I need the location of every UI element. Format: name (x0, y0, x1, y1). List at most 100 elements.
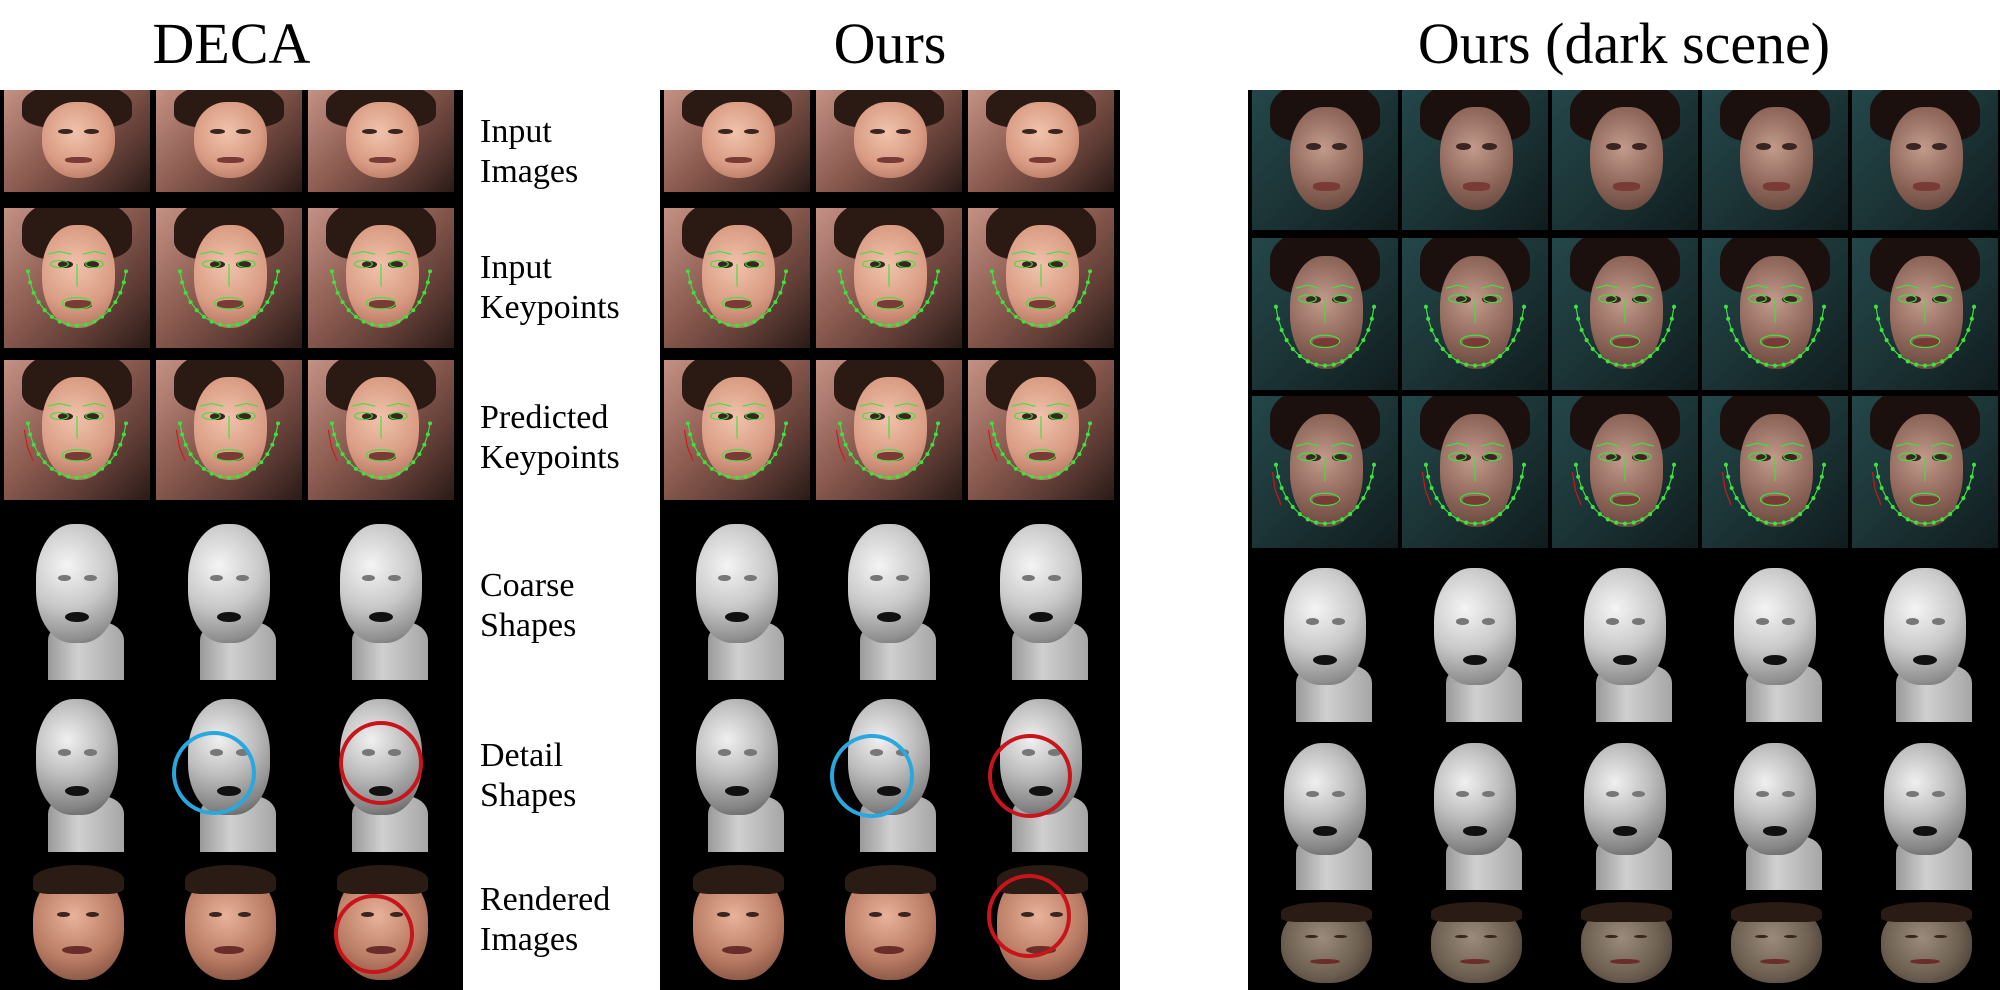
keypoints-overlay (987, 402, 1093, 480)
coarse-shape-render (308, 510, 454, 680)
predicted-keypoints-image (4, 360, 150, 500)
input-keypoints-image (1702, 238, 1848, 390)
rendered-image (1402, 898, 1548, 990)
detail-shape-render (1852, 730, 1998, 890)
keypoints-overlay (1873, 284, 1977, 368)
rendered-image (664, 860, 810, 990)
predicted-keypoints-image (1552, 396, 1698, 548)
keypoints-overlay (1423, 284, 1527, 368)
detail-shape-render (664, 686, 810, 852)
row-label-detail-shapes: Detail Shapes (480, 737, 577, 814)
keypoints-overlay (327, 402, 433, 480)
highlight-circle-blue (172, 731, 256, 815)
input-keypoints-image (968, 208, 1114, 348)
input-image (1402, 90, 1548, 230)
rendered-image (1702, 898, 1848, 990)
keypoints-overlay (1273, 284, 1377, 368)
detail-shape-render (1402, 730, 1548, 890)
ours-image-grid (660, 90, 1120, 990)
predicted-keypoints-image (1702, 396, 1848, 548)
input-keypoints-image (816, 208, 962, 348)
input-keypoints-image (664, 208, 810, 348)
highlight-circle-red (339, 721, 423, 805)
detail-shape-render (4, 686, 150, 852)
keypoints-overlay (835, 402, 941, 480)
ours-column-title: Ours (833, 11, 947, 76)
input-image (968, 90, 1114, 192)
keypoints-overlay (1573, 284, 1677, 368)
coarse-shape-render (816, 510, 962, 680)
coarse-shape-render (4, 510, 150, 680)
keypoints-overlay (1571, 442, 1677, 526)
highlight-circle-red (334, 894, 414, 974)
ours-dark-scene-image-grid (1248, 90, 2000, 990)
predicted-keypoints-image (1402, 396, 1548, 548)
coarse-shape-render (1852, 555, 1998, 722)
keypoints-overlay (1271, 442, 1377, 526)
rendered-image (1852, 898, 1998, 990)
predicted-keypoints-image (308, 360, 454, 500)
keypoints-overlay (989, 250, 1093, 328)
coarse-shape-render (1402, 555, 1548, 722)
input-keypoints-image (1252, 238, 1398, 390)
row-label-coarse-shapes: Coarse Shapes (480, 567, 577, 644)
row-label-predicted-keypoints: Predicted Keypoints (480, 399, 620, 476)
rendered-image (156, 860, 302, 990)
keypoints-overlay (25, 250, 129, 328)
detail-shape-render (1252, 730, 1398, 890)
input-image (4, 90, 150, 192)
keypoints-overlay (1723, 284, 1827, 368)
predicted-keypoints-image (816, 360, 962, 500)
coarse-shape-render (156, 510, 302, 680)
row-label-rendered-images: Rendered Images (480, 881, 611, 958)
input-image (1252, 90, 1398, 230)
predicted-keypoints-image (1852, 396, 1998, 548)
ours-dark-scene-column-title: Ours (dark scene) (1417, 11, 1831, 76)
predicted-keypoints-image (156, 360, 302, 500)
keypoints-overlay (683, 402, 789, 480)
keypoints-overlay (175, 402, 281, 480)
predicted-keypoints-image (664, 360, 810, 500)
input-keypoints-image (1852, 238, 1998, 390)
predicted-keypoints-image (968, 360, 1114, 500)
rendered-image (1552, 898, 1698, 990)
input-keypoints-image (1402, 238, 1548, 390)
keypoints-overlay (1421, 442, 1527, 526)
coarse-shape-render (968, 510, 1114, 680)
rendered-image (1252, 898, 1398, 990)
keypoints-overlay (837, 250, 941, 328)
detail-shape-render (1552, 730, 1698, 890)
input-image (1852, 90, 1998, 230)
highlight-circle-red (987, 874, 1071, 958)
input-image (816, 90, 962, 192)
coarse-shape-render (1552, 555, 1698, 722)
input-keypoints-image (308, 208, 454, 348)
detail-shape-render (1702, 730, 1848, 890)
input-image (1702, 90, 1848, 230)
input-image (308, 90, 454, 192)
keypoints-overlay (177, 250, 281, 328)
input-keypoints-image (4, 208, 150, 348)
predicted-keypoints-image (1252, 396, 1398, 548)
coarse-shape-render (1702, 555, 1848, 722)
highlight-circle-red (988, 734, 1072, 818)
input-keypoints-image (156, 208, 302, 348)
keypoints-overlay (1721, 442, 1827, 526)
coarse-shape-render (664, 510, 810, 680)
input-image (1552, 90, 1698, 230)
row-label-input-keypoints: Input Keypoints (480, 249, 620, 326)
input-image (156, 90, 302, 192)
keypoints-overlay (329, 250, 433, 328)
coarse-shape-render (1252, 555, 1398, 722)
deca-column-title: DECA (152, 11, 311, 76)
keypoints-overlay (23, 402, 129, 480)
deca-image-grid (0, 90, 463, 990)
rendered-image (4, 860, 150, 990)
rendered-image (816, 860, 962, 990)
keypoints-overlay (1871, 442, 1977, 526)
input-keypoints-image (1552, 238, 1698, 390)
input-image (664, 90, 810, 192)
keypoints-overlay (685, 250, 789, 328)
row-label-input-images: Input Images (480, 113, 579, 190)
highlight-circle-blue (830, 734, 914, 818)
